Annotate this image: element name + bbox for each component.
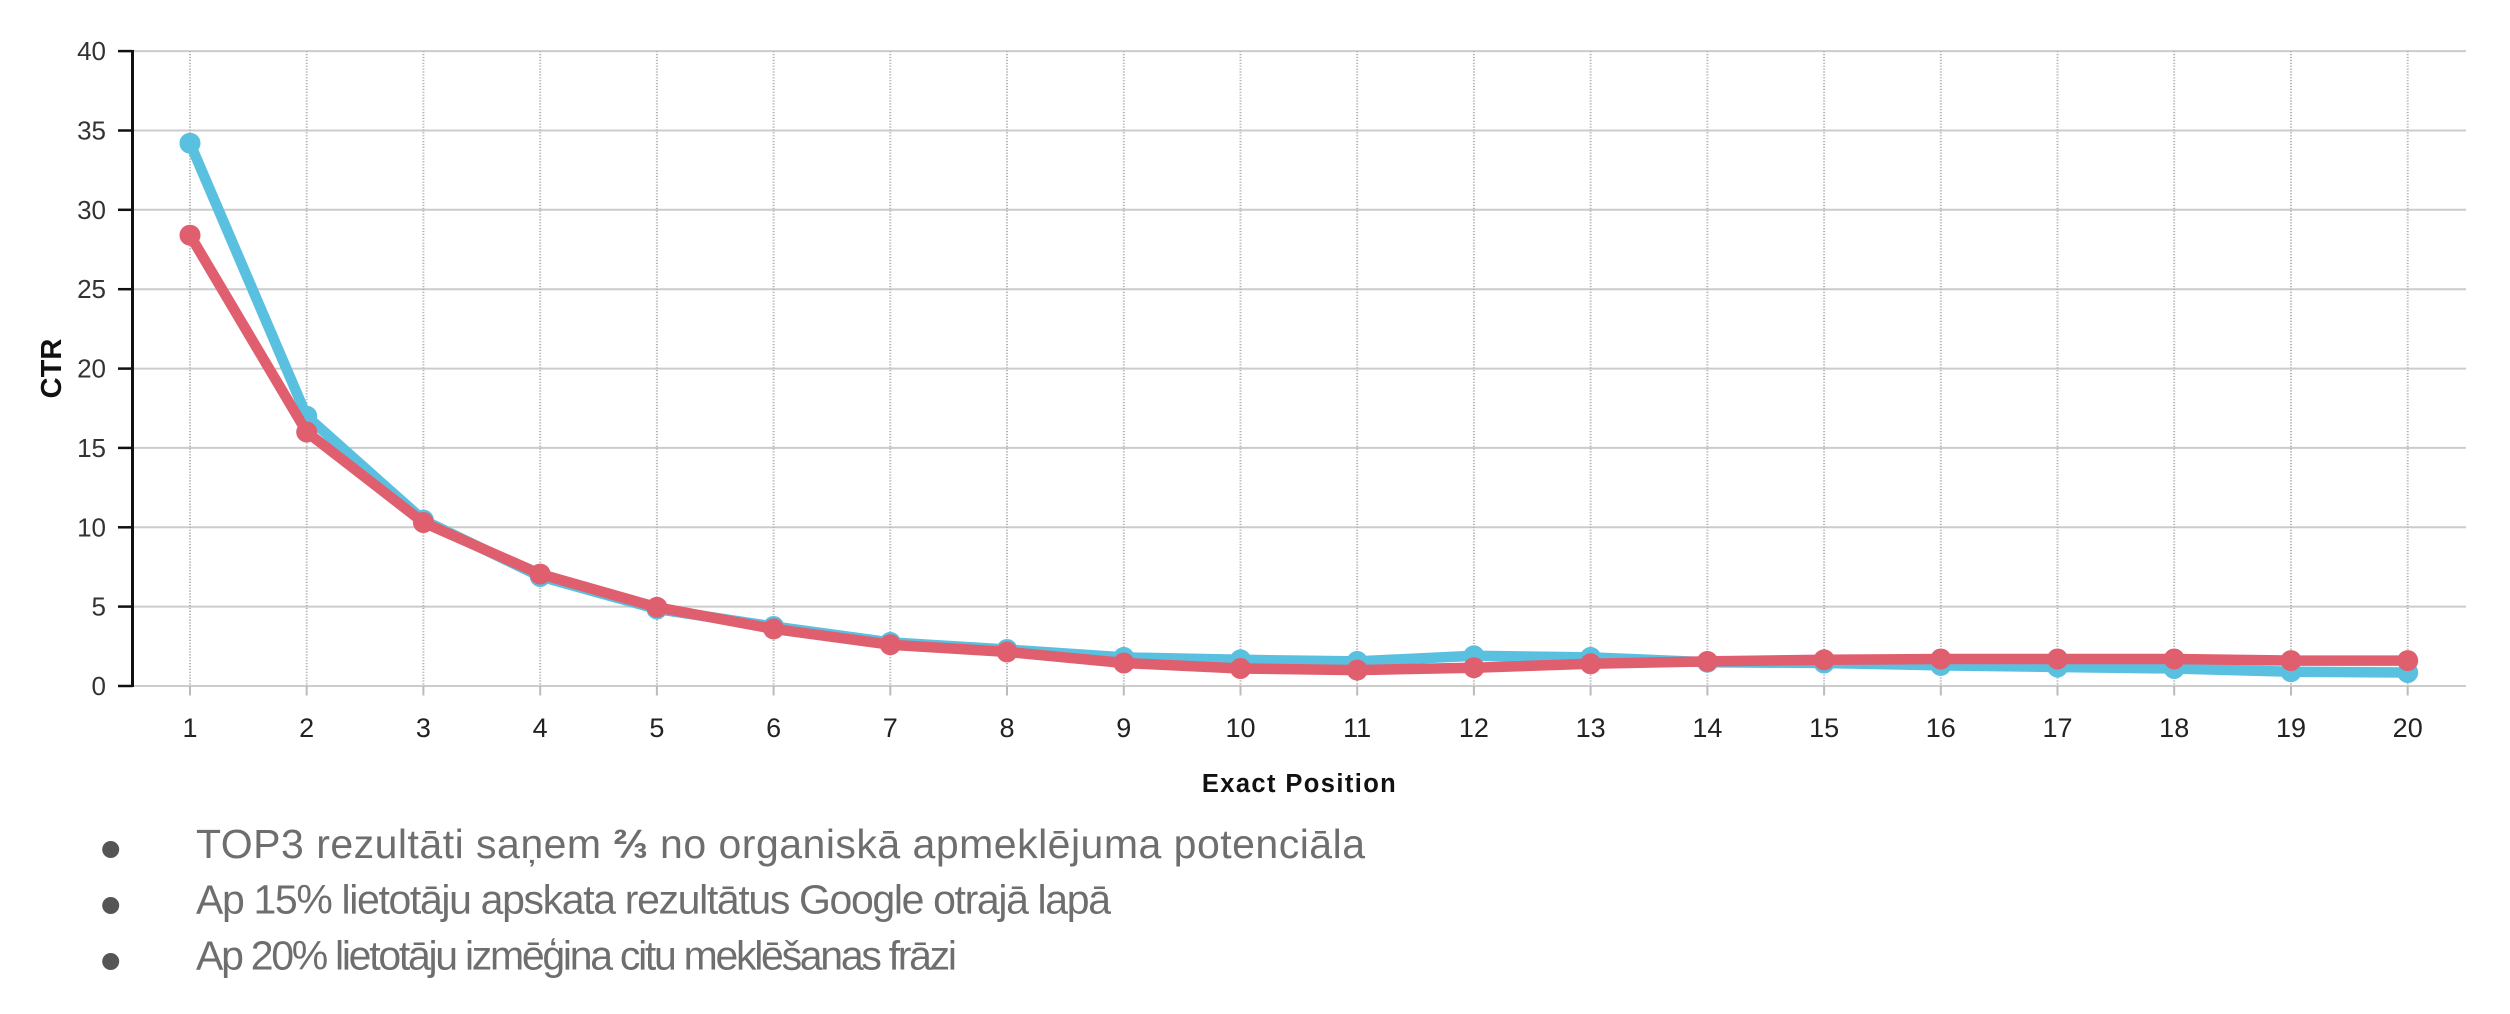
svg-text:TOP3 rezultāti saņem ⅔ no orga: TOP3 rezultāti saņem ⅔ no organiskā apme…	[196, 821, 1365, 867]
svg-text:6: 6	[766, 713, 781, 743]
svg-text:CTR: CTR	[36, 339, 68, 399]
svg-text:15: 15	[1809, 713, 1839, 743]
svg-text:13: 13	[1576, 713, 1606, 743]
svg-text:17: 17	[2042, 713, 2072, 743]
svg-text:18: 18	[2159, 713, 2189, 743]
svg-text:16: 16	[1926, 713, 1956, 743]
svg-text:Exact Position: Exact Position	[1202, 770, 1397, 798]
svg-text:35: 35	[77, 116, 106, 146]
svg-text:10: 10	[1225, 713, 1255, 743]
svg-text:5: 5	[649, 713, 664, 743]
svg-text:5: 5	[92, 592, 106, 622]
svg-text:4: 4	[533, 713, 548, 743]
svg-text:8: 8	[999, 713, 1014, 743]
svg-text:30: 30	[77, 195, 106, 225]
svg-text:12: 12	[1459, 713, 1489, 743]
svg-text:Ap 15% lietotāju apskata rezul: Ap 15% lietotāju apskata rezultātus Goog…	[196, 877, 1111, 923]
svg-text:10: 10	[77, 512, 106, 542]
svg-text:7: 7	[883, 713, 898, 743]
svg-text:20: 20	[2393, 713, 2423, 743]
svg-text:Ap 20% lietotāju izmēģina citu: Ap 20% lietotāju izmēģina citu meklēšana…	[196, 933, 957, 979]
svg-text:11: 11	[1343, 713, 1371, 743]
svg-text:20: 20	[77, 354, 106, 384]
svg-text:19: 19	[2276, 713, 2306, 743]
svg-text:40: 40	[77, 36, 106, 66]
svg-text:15: 15	[77, 433, 106, 463]
svg-text:9: 9	[1116, 713, 1131, 743]
svg-text:14: 14	[1692, 713, 1722, 743]
svg-text:1: 1	[182, 713, 197, 743]
svg-text:0: 0	[92, 671, 106, 701]
svg-text:2: 2	[299, 713, 314, 743]
svg-text:25: 25	[77, 274, 106, 304]
svg-text:3: 3	[416, 713, 431, 743]
